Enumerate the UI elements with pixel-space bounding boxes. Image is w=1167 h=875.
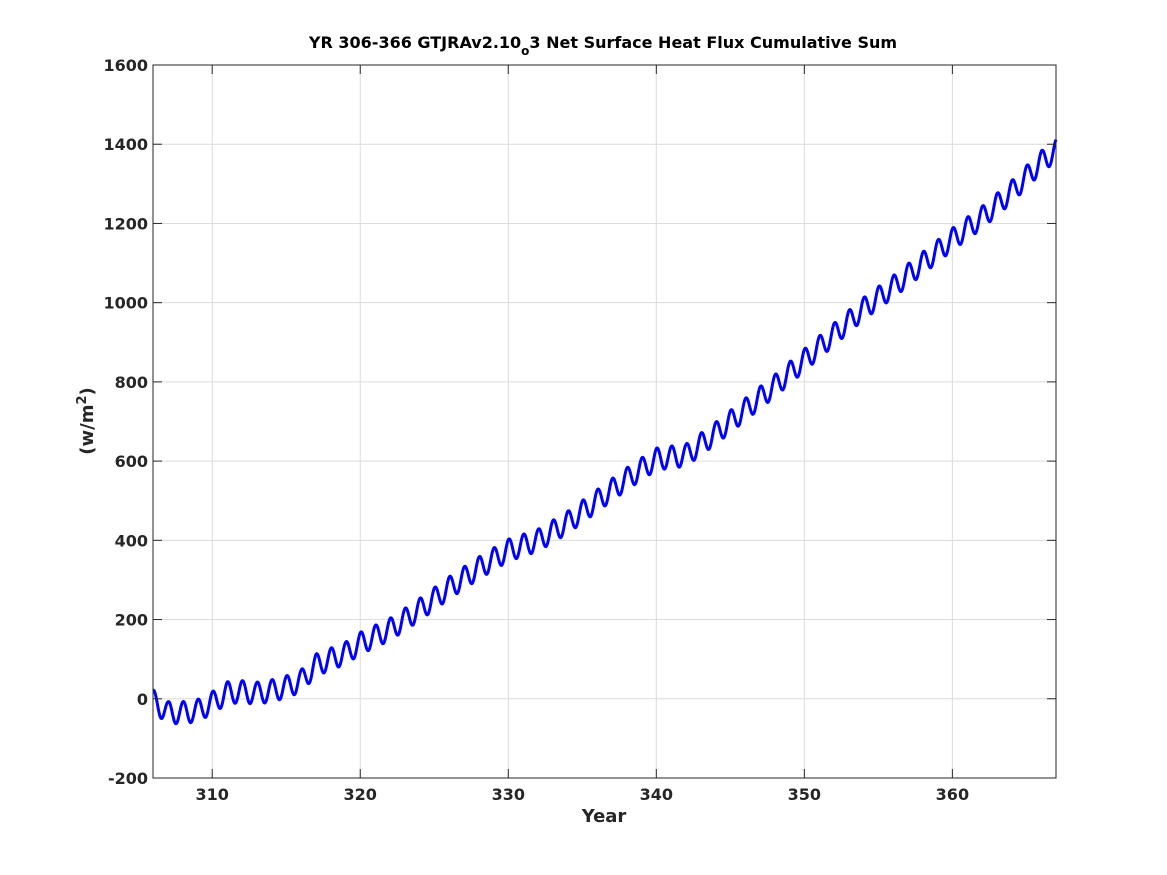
- y-tick-label: -200: [108, 769, 148, 788]
- plot-area-frame: [152, 64, 1057, 779]
- series-layer: [152, 139, 1058, 726]
- x-tick-label: 310: [196, 785, 229, 804]
- y-tick-label: 0: [137, 690, 148, 709]
- x-tick-label: 350: [788, 785, 821, 804]
- y-tick-label: 1000: [103, 294, 148, 313]
- x-axis-label: Year: [581, 806, 627, 827]
- x-tick-label: 330: [492, 785, 525, 804]
- y-tick-label: 1200: [103, 214, 148, 233]
- y-tick-label: 1600: [103, 56, 148, 75]
- y-tick-label: 200: [115, 611, 148, 630]
- x-tick-label: 360: [936, 785, 969, 804]
- chart-title: YR 306-366 GTJRAv2.10o3 Net Surface Heat…: [308, 33, 897, 58]
- axis-ticks: 310 320 330 340 350 360 -200 0 200 400 600 800 1000 1…: [103, 56, 1056, 804]
- y-tick-label: 400: [115, 531, 148, 550]
- y-axis-label: (w/m2): [75, 387, 98, 454]
- series-line: [152, 139, 1058, 726]
- x-tick-label: 340: [640, 785, 673, 804]
- y-tick-label: 800: [115, 373, 148, 392]
- y-tick-label: 1400: [103, 135, 148, 154]
- y-tick-label: 600: [115, 452, 148, 471]
- x-tick-label: 320: [344, 785, 377, 804]
